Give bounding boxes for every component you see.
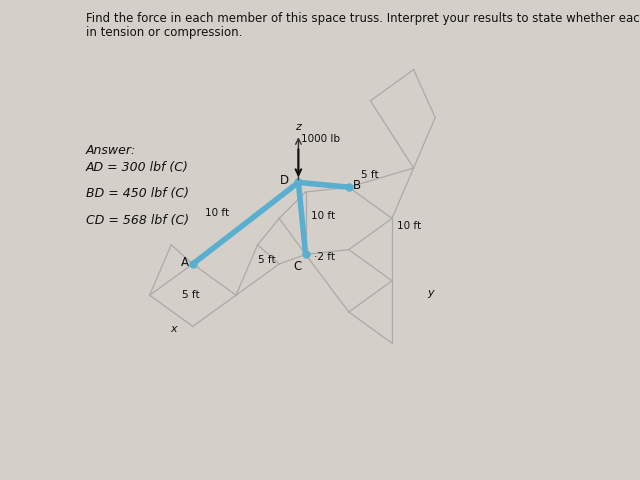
Text: 1000 lb: 1000 lb xyxy=(301,134,340,144)
Text: in tension or compression.: in tension or compression. xyxy=(86,26,242,39)
Text: A: A xyxy=(181,256,189,269)
Text: 10 ft: 10 ft xyxy=(310,211,335,221)
Text: C: C xyxy=(294,260,302,273)
Text: Answer:: Answer: xyxy=(86,144,136,157)
Text: 5 ft: 5 ft xyxy=(182,290,199,300)
Text: z: z xyxy=(296,122,301,132)
Text: BD = 450 lbf (C): BD = 450 lbf (C) xyxy=(86,187,189,200)
Text: y: y xyxy=(427,288,434,298)
Text: CD = 568 lbf (C): CD = 568 lbf (C) xyxy=(86,214,189,227)
Text: ·2 ft: ·2 ft xyxy=(314,252,335,262)
Text: AD = 300 lbf (C): AD = 300 lbf (C) xyxy=(86,161,189,174)
Text: 5 ft: 5 ft xyxy=(361,170,378,180)
Text: 10 ft: 10 ft xyxy=(205,208,229,218)
Text: 10 ft: 10 ft xyxy=(397,221,421,230)
Text: 5 ft: 5 ft xyxy=(259,255,276,265)
Text: D: D xyxy=(280,174,289,188)
Text: B: B xyxy=(353,179,361,192)
Text: x: x xyxy=(170,324,177,334)
Text: Find the force in each member of this space truss. Interpret your results to sta: Find the force in each member of this sp… xyxy=(86,12,640,25)
